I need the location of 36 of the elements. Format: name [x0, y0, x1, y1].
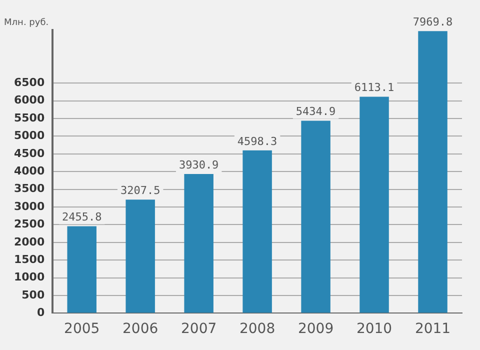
- y-tick-label: 3500: [14, 182, 45, 196]
- data-label: 7969.8: [412, 15, 453, 28]
- data-label: 3930.9: [178, 158, 219, 172]
- x-tick-label: 2008: [239, 321, 276, 338]
- y-tick-label: 5000: [14, 129, 45, 142]
- bar: [301, 120, 330, 313]
- data-label: 5434.9: [296, 105, 336, 118]
- y-tick-label: 5500: [14, 111, 45, 124]
- bar: [242, 150, 272, 313]
- bar: [67, 226, 96, 313]
- x-tick-label: 2005: [64, 321, 100, 338]
- data-label: 3207.5: [120, 184, 160, 198]
- bar: [126, 200, 155, 313]
- bar: [360, 96, 389, 313]
- y-tick-label: 1500: [14, 252, 45, 266]
- data-label: 4598.3: [237, 134, 278, 148]
- bar: [418, 31, 448, 313]
- bar: [184, 174, 214, 313]
- y-axis-title: Млн. руб.: [4, 18, 49, 28]
- y-tick-label: 0: [36, 306, 45, 320]
- y-tick-label: 2000: [14, 235, 45, 248]
- y-tick-label: 1000: [14, 270, 45, 284]
- y-tick-label: 4500: [14, 146, 45, 160]
- x-tick-label: 2009: [298, 321, 334, 338]
- y-tick-label: 4000: [14, 164, 45, 178]
- x-tick-label: 2010: [356, 321, 392, 338]
- y-tick-label: 2500: [14, 218, 45, 231]
- x-tick-label: 2007: [181, 321, 217, 338]
- y-tick-label: 6500: [14, 76, 45, 89]
- y-tick-label: 500: [22, 288, 45, 302]
- x-tick-label: 2011: [414, 321, 451, 338]
- y-tick-label: 6000: [14, 94, 45, 107]
- x-tick-label: 2006: [122, 321, 158, 338]
- y-tick-label: 3000: [14, 200, 45, 213]
- data-label: 6113.1: [354, 81, 394, 94]
- data-label: 2455.8: [62, 210, 102, 224]
